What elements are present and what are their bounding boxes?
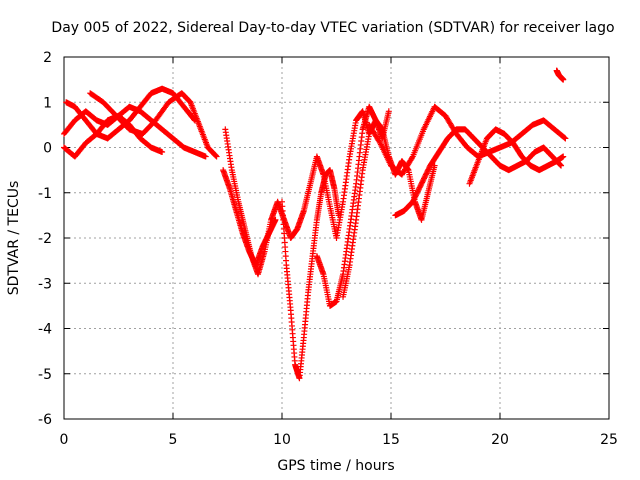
series-sat-m <box>553 67 567 83</box>
series-sat-i <box>340 117 438 300</box>
y-tick-label: -6 <box>38 412 52 428</box>
axis-ticks <box>63 56 610 420</box>
y-tick-label: 0 <box>43 141 52 157</box>
y-tick-label: -1 <box>38 186 52 202</box>
y-tick-label: 2 <box>43 50 52 66</box>
y-tick-label: -2 <box>38 231 52 247</box>
x-axis-label: GPS time / hours <box>277 458 394 474</box>
x-tick-labels: 0 5 10 15 20 25 <box>60 432 618 448</box>
series-sat-b <box>63 85 198 142</box>
series-sat-f <box>220 167 279 269</box>
x-tick-label: 20 <box>491 432 509 448</box>
x-tick-label: 15 <box>382 432 400 448</box>
x-tick-label: 10 <box>273 432 291 448</box>
y-tick-label: -5 <box>38 367 52 383</box>
series-sat-k <box>392 126 565 219</box>
x-tick-label: 25 <box>600 432 618 448</box>
chart-title: Day 005 of 2022, Sidereal Day-to-day VTE… <box>51 20 614 36</box>
series-sat-h <box>313 103 392 309</box>
y-tick-labels: -6 -5 -4 -3 -2 -1 0 1 2 <box>38 50 52 428</box>
y-tick-label: 1 <box>43 95 52 111</box>
x-tick-label: 5 <box>169 432 178 448</box>
data-points <box>61 67 569 382</box>
y-tick-label: -4 <box>38 322 52 338</box>
y-axis-label: SDTVAR / TECUs <box>6 181 22 296</box>
series-sat-l <box>466 126 567 187</box>
series-sat-d <box>87 90 220 160</box>
series-sat-g <box>279 167 342 382</box>
x-tick-label: 0 <box>60 432 69 448</box>
y-tick-label: -3 <box>38 276 52 292</box>
series-sat-j <box>366 103 569 178</box>
